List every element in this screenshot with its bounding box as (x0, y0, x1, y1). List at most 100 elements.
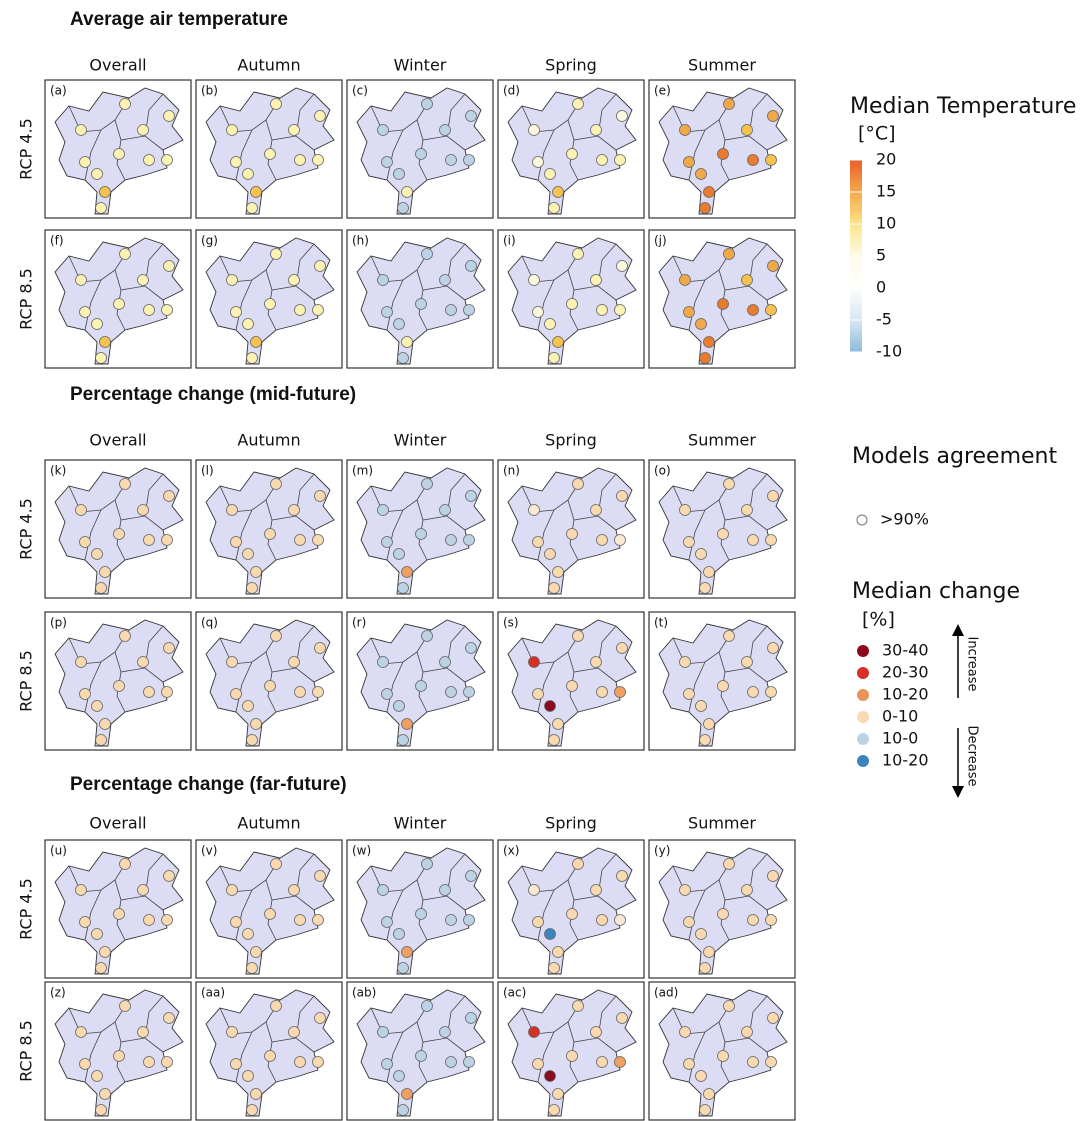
station-dot (544, 1070, 556, 1082)
station-dot (552, 946, 564, 958)
station-dot (314, 490, 326, 502)
panel-label: (y) (654, 844, 670, 858)
column-header: Overall (89, 814, 146, 833)
station-dot (723, 478, 735, 490)
map-panel: (a) (44, 79, 192, 219)
station-dot (381, 1058, 393, 1070)
agreement-symbol (856, 514, 868, 526)
column-header: Autumn (237, 56, 300, 75)
station-dot (528, 274, 540, 286)
station-dot (616, 260, 628, 272)
panel-label: (f) (50, 234, 64, 248)
station-dot (703, 566, 715, 578)
station-dot (312, 1056, 324, 1068)
station-dot (393, 1070, 405, 1082)
station-dot (95, 962, 107, 974)
station-dot (270, 98, 282, 110)
station-dot (137, 124, 149, 136)
station-dot (614, 1056, 626, 1068)
station-dot (163, 1012, 175, 1024)
station-dot (226, 884, 238, 896)
colorbar-tick-label: 10 (876, 214, 896, 233)
station-dot (439, 124, 451, 136)
sub-basin-border (219, 853, 315, 941)
map-panel: (aa) (195, 981, 343, 1121)
station-dot (143, 914, 155, 926)
panel-label: (ad) (654, 986, 678, 1000)
sub-basin-border (672, 853, 768, 941)
station-dot (683, 156, 695, 168)
station-dot (250, 186, 262, 198)
sub-basin-border (219, 995, 315, 1083)
station-dot (401, 946, 413, 958)
station-dot (246, 1104, 258, 1116)
station-dot (544, 168, 556, 180)
station-dot (699, 1104, 711, 1116)
station-dot (230, 688, 242, 700)
station-dot (741, 1026, 753, 1038)
panel-label: (n) (503, 464, 520, 478)
station-dot (250, 336, 262, 348)
legend-swatch (857, 667, 869, 679)
station-dot (572, 1000, 584, 1012)
row-label: RCP 8.5 (17, 1020, 36, 1082)
station-dot (75, 656, 87, 668)
station-dot (119, 98, 131, 110)
station-dot (415, 1050, 427, 1062)
station-dot (161, 534, 173, 546)
panel-label: (l) (201, 464, 214, 478)
column-header: Spring (545, 431, 597, 450)
sub-basin-border (68, 625, 164, 713)
station-dot (137, 1026, 149, 1038)
station-dot (421, 858, 433, 870)
station-dot (717, 298, 729, 310)
station-dot (143, 154, 155, 166)
map-panel: (i) (497, 229, 645, 369)
station-dot (397, 582, 409, 594)
station-dot (288, 274, 300, 286)
station-dot (75, 884, 87, 896)
station-dot (747, 1056, 759, 1068)
station-dot (723, 1000, 735, 1012)
station-dot (79, 536, 91, 548)
station-dot (226, 274, 238, 286)
station-dot (246, 962, 258, 974)
column-header: Spring (545, 56, 597, 75)
station-dot (765, 304, 777, 316)
station-dot (596, 686, 608, 698)
station-dot (741, 656, 753, 668)
map-panel: (q) (195, 611, 343, 751)
map-panel: (u) (44, 839, 192, 979)
map-panel: (n) (497, 459, 645, 599)
station-dot (401, 718, 413, 730)
station-dot (723, 630, 735, 642)
station-dot (439, 504, 451, 516)
station-dot (465, 870, 477, 882)
station-dot (528, 656, 540, 668)
station-dot (552, 1088, 564, 1100)
station-dot (230, 916, 242, 928)
station-dot (445, 1056, 457, 1068)
row-label: RCP 4.5 (17, 118, 36, 180)
map-panel: (p) (44, 611, 192, 751)
sub-basin-border (370, 853, 466, 941)
station-dot (590, 1026, 602, 1038)
sub-basin-border (672, 995, 768, 1083)
station-dot (616, 870, 628, 882)
panel-label: (r) (352, 616, 366, 630)
station-dot (463, 1056, 475, 1068)
station-dot (695, 318, 707, 330)
sub-basin-border (68, 243, 164, 331)
station-dot (288, 124, 300, 136)
station-dot (747, 304, 759, 316)
map-panel: (y) (648, 839, 796, 979)
station-dot (95, 734, 107, 746)
station-dot (415, 148, 427, 160)
map-panel: (j) (648, 229, 796, 369)
station-dot (532, 916, 544, 928)
station-dot (75, 274, 87, 286)
station-dot (161, 304, 173, 316)
station-dot (695, 700, 707, 712)
map-panel: (t) (648, 611, 796, 751)
panel-label: (s) (503, 616, 519, 630)
